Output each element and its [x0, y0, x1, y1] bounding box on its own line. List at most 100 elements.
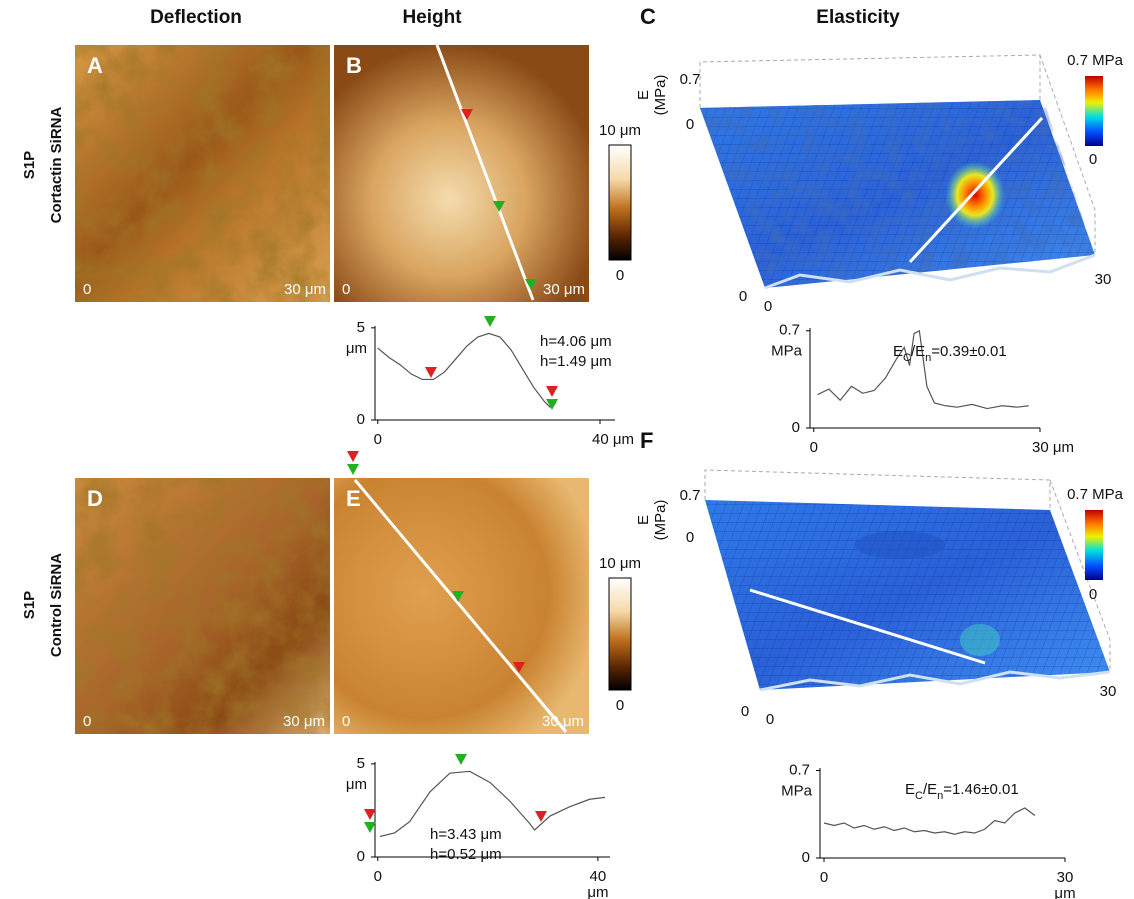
marker-triangle — [364, 809, 376, 820]
z-axis-label: E(MPa) — [635, 75, 669, 116]
y-tick-label: 0 — [357, 848, 365, 865]
far-tick-label: 30 — [1095, 271, 1112, 288]
marker-triangle — [455, 754, 467, 765]
panel-label: A — [87, 53, 103, 78]
panel-label: F — [640, 428, 653, 453]
x-tick-label: 40 μm — [592, 431, 634, 448]
texture — [75, 478, 330, 734]
x-tick-label: 30 μm — [1032, 439, 1074, 456]
x-tick-label: 30 — [1057, 869, 1074, 886]
scale-extent: 30 μm — [542, 713, 584, 730]
marker-triangle — [347, 451, 359, 462]
z-tick-label: 0.7 — [680, 487, 701, 504]
colorbar-max: 10 μm — [599, 555, 641, 572]
annotation: h=0.52 μm — [430, 846, 502, 863]
stiff-region — [945, 161, 1005, 229]
marker-triangle — [364, 822, 376, 833]
annotation: h=4.06 μm — [540, 333, 612, 350]
corner-tick-label: 0 — [739, 288, 747, 305]
x-unit: μm — [587, 884, 608, 899]
ratio-part: /E — [923, 781, 937, 798]
texture — [700, 100, 1095, 288]
y-tick-label: 0.7 — [789, 761, 810, 778]
x-tick-label: 0 — [810, 439, 818, 456]
row-condition: S1P — [21, 151, 38, 179]
colorbar-max: 10 μm — [599, 122, 641, 139]
ratio-part: =0.39±0.01 — [931, 343, 1006, 360]
x-tick-label: 0 — [820, 869, 828, 886]
y-tick-label: 0 — [357, 411, 365, 428]
texture — [75, 45, 330, 302]
marker-triangle — [347, 464, 359, 475]
height-image — [334, 45, 589, 302]
y-unit: MPa — [771, 343, 803, 360]
scale-origin: 0 — [83, 713, 91, 730]
row-condition: S1P — [21, 591, 38, 619]
scale-extent: 30 μm — [543, 281, 585, 298]
panel-label: B — [346, 53, 362, 78]
colorbar — [1085, 510, 1103, 580]
column-header: Elasticity — [816, 7, 900, 28]
colorbar-max: 0.7 MPa — [1067, 52, 1124, 69]
annotation: h=1.49 μm — [540, 353, 612, 370]
surface-feature — [855, 531, 945, 559]
z-tick-label: 0.7 — [680, 71, 701, 88]
colorbar-max: 0.7 MPa — [1067, 486, 1124, 503]
y-unit: μm — [346, 340, 367, 357]
x-tick-label: 0 — [374, 868, 382, 885]
x-unit: μm — [1054, 885, 1075, 899]
scale-extent: 30 μm — [284, 281, 326, 298]
panel-label: E — [346, 486, 361, 511]
row-treatment: Control SiRNA — [48, 553, 65, 657]
ratio-part: =1.46±0.01 — [943, 781, 1018, 798]
colorbar — [609, 145, 631, 260]
ratio-label: EC/En=1.46±0.01 — [905, 781, 1019, 802]
ratio-part: E — [893, 343, 903, 360]
marker-triangle — [484, 316, 496, 327]
y-tick-label: 5 — [357, 755, 365, 772]
ratio-part: E — [905, 781, 915, 798]
y-unit: μm — [346, 776, 367, 793]
ratio-label: EC/En=0.39±0.01 — [893, 343, 1007, 364]
scale-origin: 0 — [83, 281, 91, 298]
panel-label: D — [87, 486, 103, 511]
z-axis-label-line: (MPa) — [652, 75, 669, 116]
z-axis-label-line: E — [635, 515, 652, 525]
colorbar-min: 0 — [1089, 586, 1097, 603]
far-tick-label: 30 — [1100, 683, 1117, 700]
z-tick-label: 0 — [686, 529, 694, 546]
colorbar-min: 0 — [616, 697, 624, 714]
y-tick-label: 5 — [357, 319, 365, 336]
y-tick-label: 0 — [792, 419, 800, 436]
z-tick-label: 0 — [686, 116, 694, 133]
corner-tick-label: 0 — [766, 711, 774, 728]
column-header: Deflection — [150, 7, 242, 28]
column-header: Height — [402, 7, 462, 28]
panel-label: C — [640, 4, 656, 29]
ratio-part: C — [915, 790, 923, 802]
colorbar-min: 0 — [1089, 151, 1097, 168]
y-tick-label: 0.7 — [779, 322, 800, 339]
row-treatment: Cortactin SiRNA — [48, 107, 65, 224]
figure: Deflection Height Elasticity S1P Cortacti… — [0, 0, 1134, 899]
z-axis-label-line: (MPa) — [652, 500, 669, 541]
ratio-part: C — [903, 352, 911, 364]
marker-triangle — [546, 386, 558, 397]
z-axis-label-line: E — [635, 90, 652, 100]
x-tick-label: 40 — [590, 868, 607, 885]
colorbar — [1085, 76, 1103, 146]
z-axis-label: E(MPa) — [635, 500, 669, 541]
scale-extent: 30 μm — [283, 713, 325, 730]
x-tick-label: 0 — [374, 431, 382, 448]
marker-triangle — [425, 367, 437, 378]
colorbar — [609, 578, 631, 690]
profile-line — [824, 808, 1035, 834]
y-tick-label: 0 — [802, 849, 810, 866]
surface-feature — [960, 624, 1000, 656]
scale-origin: 0 — [342, 713, 350, 730]
y-unit: MPa — [781, 782, 813, 799]
colorbar-min: 0 — [616, 267, 624, 284]
corner-tick-label: 0 — [741, 703, 749, 720]
scale-origin: 0 — [342, 281, 350, 298]
ratio-part: /E — [911, 343, 925, 360]
